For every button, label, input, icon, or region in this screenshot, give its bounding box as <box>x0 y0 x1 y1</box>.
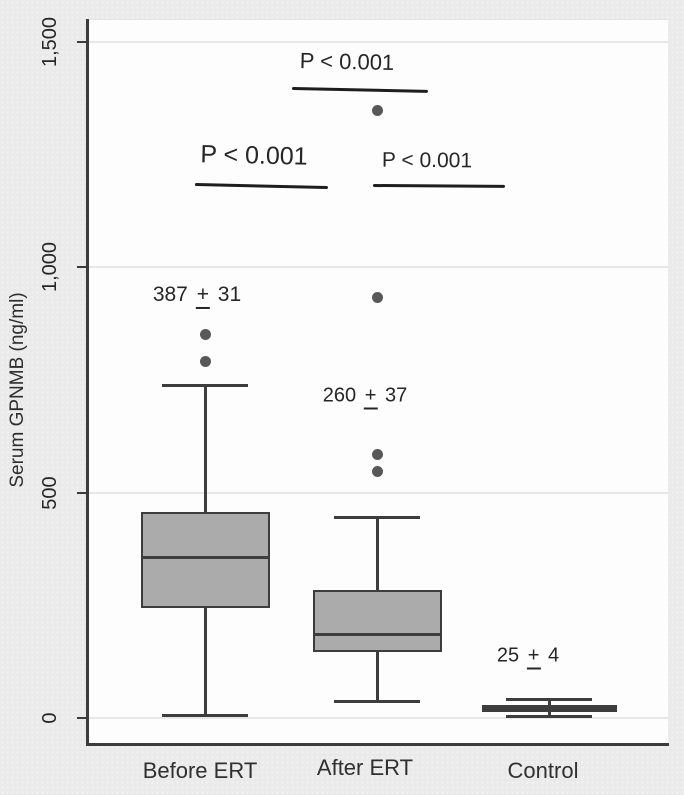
y-tick-label: 1,000 <box>39 242 61 293</box>
sd-value: 37 <box>379 384 408 407</box>
upper-whisker-cap <box>334 515 420 519</box>
sd-value: 4 <box>542 644 560 667</box>
box <box>312 590 442 653</box>
outlier-dot <box>199 328 211 340</box>
outlier-dot <box>199 356 211 368</box>
y-tick <box>77 266 89 269</box>
sd-value: 31 <box>211 282 242 306</box>
y-axis-title: Serum GPNMB (ng/ml) <box>7 292 28 488</box>
lower-whisker-cap <box>506 714 592 718</box>
significance-label: P < 0.001 <box>200 140 308 171</box>
mean-value: 260 <box>322 384 362 407</box>
y-tick <box>77 41 89 43</box>
y-gridline <box>89 491 668 494</box>
outlier-dot <box>371 465 383 477</box>
lower-whisker-cap <box>334 700 420 704</box>
median-line <box>481 706 617 710</box>
y-tick-label: 1,500 <box>39 16 61 68</box>
y-gridline <box>89 41 668 43</box>
y-tick <box>77 717 89 719</box>
x-category-label: Before ERT <box>142 758 258 783</box>
mean-value: 387 <box>152 282 194 306</box>
significance-label: P < 0.001 <box>299 48 395 75</box>
box <box>140 512 270 608</box>
x-category-label: After ERT <box>316 755 414 780</box>
y-gridline <box>89 266 668 269</box>
lower-whisker-cap <box>162 714 248 718</box>
median-line <box>140 556 270 560</box>
y-tick-label: 0 <box>39 712 61 724</box>
mean-annotation: 387 + 31 <box>152 282 242 310</box>
outlier-dot <box>371 291 383 303</box>
median-line <box>312 632 442 636</box>
upper-whisker-cap <box>506 697 592 701</box>
x-category-label: Control <box>507 758 579 783</box>
y-tick-label: 500 <box>39 475 61 510</box>
x-axis-line <box>86 743 669 746</box>
mean-annotation: 25 + 4 <box>497 645 559 670</box>
y-gridline <box>89 717 668 719</box>
y-axis-line <box>86 19 89 746</box>
plus-minus-sign: + <box>195 283 210 310</box>
outlier-dot <box>371 448 383 460</box>
plus-minus-sign: + <box>526 645 541 670</box>
mean-value: 25 <box>496 644 525 667</box>
significance-label: P < 0.001 <box>381 148 473 173</box>
outlier-dot <box>371 105 383 117</box>
mean-annotation: 260 + 37 <box>323 385 407 410</box>
upper-whisker-cap <box>162 384 248 388</box>
y-tick <box>77 491 89 494</box>
plus-minus-sign: + <box>363 385 378 410</box>
